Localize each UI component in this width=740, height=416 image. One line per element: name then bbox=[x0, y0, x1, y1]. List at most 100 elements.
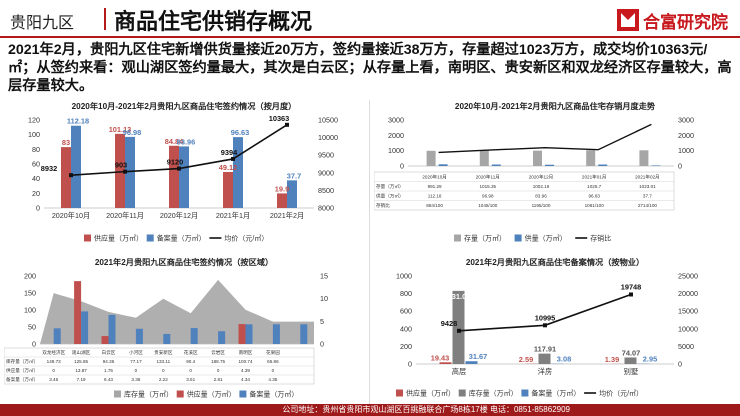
chart-monthly-stock: 2020年10月-2021年2月贵阳九区商品住宅存销月度走势 0 1000 2000 3… bbox=[374, 98, 736, 250]
bar-stock-4 bbox=[639, 150, 649, 166]
label-supply-1: 101.13 bbox=[109, 125, 132, 134]
chart-district: 2021年2月贵阳九区商品住宅签约情况（按区域） 0 50 100 150 200 0 5 10… bbox=[4, 252, 364, 402]
table-cell-0-3: 77.17 bbox=[130, 359, 142, 364]
table-cell-2-2: 1195/100 bbox=[532, 203, 551, 208]
price-label-0: 9428 bbox=[441, 319, 457, 328]
label-record-0: 112.18 bbox=[67, 117, 89, 126]
table-cell-1-0: 0 bbox=[52, 368, 55, 373]
legend-label-2: 存销比 bbox=[590, 234, 611, 243]
label-0-0: 19.43 bbox=[431, 353, 450, 362]
x-tick-2: 2020年12月 bbox=[160, 211, 198, 220]
table-head-3: 小河区 bbox=[129, 349, 143, 356]
table-cell-1-1: 96.98 bbox=[482, 194, 494, 199]
y-left-tick-2: 2000 bbox=[388, 131, 404, 140]
chart-title: 2020年10月-2021年2月贵阳九区商品住宅签约情况（按月度） bbox=[72, 101, 297, 111]
table-cell-2-1: 1045/100 bbox=[478, 203, 498, 208]
legend-swatch-1 bbox=[458, 389, 466, 397]
table-head-4: 2021年02月 bbox=[635, 174, 660, 181]
label-record-3: 96.63 bbox=[231, 128, 250, 137]
table-row-label-0: 存量（万㎡） bbox=[376, 183, 404, 190]
label-2-2: 2.95 bbox=[643, 355, 657, 364]
price-label-2: 19748 bbox=[621, 282, 642, 291]
y-left-tick-0: 0 bbox=[36, 204, 40, 213]
table-row-label-2: 备案量（万㎡） bbox=[6, 376, 38, 383]
bar-record-8 bbox=[272, 324, 280, 344]
price-label-3: 9394 bbox=[221, 148, 238, 157]
y-left-tick-6: 120 bbox=[28, 116, 40, 125]
legend-label-0: 供应量（万㎡） bbox=[94, 234, 143, 243]
bar-record-3 bbox=[135, 328, 143, 344]
y-left-tick-5: 1000 bbox=[396, 272, 412, 281]
footer-address: 公司地址：贵州省贵阳市观山湖区百挑融联合广场8栋17楼 电话：0851-8586… bbox=[282, 405, 570, 414]
y-right-tick-0: 0 bbox=[678, 360, 682, 369]
bar-supply-0 bbox=[61, 147, 71, 208]
price-point-1 bbox=[543, 323, 547, 328]
table-cell-2-3: 3.36 bbox=[131, 377, 140, 382]
table-cell-1-7: 4.39 bbox=[241, 368, 250, 373]
table-cell-2-0: 884/100 bbox=[426, 203, 443, 208]
table-cell-2-7: 4.34 bbox=[241, 377, 250, 382]
legend-label-3: 均价（元/㎡） bbox=[599, 389, 643, 398]
table-cell-1-4: 0 bbox=[162, 368, 165, 373]
legend-label-2: 均价（元/㎡） bbox=[224, 234, 268, 243]
table-cell-1-2: 83.96 bbox=[535, 194, 547, 199]
table-cell-2-0: 3.46 bbox=[49, 377, 58, 382]
y-right-tick-0: 8000 bbox=[318, 204, 334, 213]
table-row-label-2: 存销比 bbox=[376, 202, 390, 209]
y-right-tick-3: 15 bbox=[320, 272, 328, 281]
bar-supply-4 bbox=[277, 193, 287, 208]
bar-stock-2 bbox=[533, 150, 542, 166]
bar-record-2 bbox=[179, 146, 189, 208]
table-cell-1-3: 96.63 bbox=[588, 194, 600, 199]
bar-supply-3 bbox=[598, 164, 608, 166]
chart-title: 2021年2月贵阳九区商品住宅签约情况（按区域） bbox=[95, 257, 273, 267]
y-left-tick-1: 20 bbox=[32, 189, 40, 198]
table-head-5: 花溪区 bbox=[184, 349, 198, 356]
bar-stock-0 bbox=[426, 150, 436, 166]
price-label-1: 903 bbox=[115, 161, 127, 170]
table-cell-0-3: 1025.7 bbox=[587, 184, 601, 189]
label-record-1: 96.98 bbox=[123, 128, 142, 137]
price-point-2 bbox=[629, 292, 633, 297]
label-supply-2: 84.84 bbox=[165, 137, 184, 146]
y-left-tick-3: 150 bbox=[24, 289, 36, 298]
legend-label-1: 供量（万㎡） bbox=[525, 234, 567, 243]
table-cell-0-4: 1023.01 bbox=[639, 184, 656, 189]
label-supply-0: 83 bbox=[62, 138, 70, 147]
bar-record-5 bbox=[190, 328, 198, 344]
table-cell-2-1: 7.19 bbox=[77, 377, 86, 382]
bar-record-4 bbox=[287, 180, 297, 208]
table-cell-1-0: 112.18 bbox=[428, 194, 442, 199]
y-right-tick-2: 9000 bbox=[318, 168, 334, 177]
label-2-0: 31.67 bbox=[469, 352, 488, 361]
y-left-tick-0: 0 bbox=[400, 162, 404, 171]
table-cell-0-6: 188.75 bbox=[211, 359, 225, 364]
bar-stock-3 bbox=[586, 150, 596, 166]
table-cell-1-4: 37.7 bbox=[643, 194, 652, 199]
table-cell-1-8: 0 bbox=[272, 368, 275, 373]
bar-supply-1 bbox=[115, 133, 125, 208]
table-cell-0-5: 90.4 bbox=[186, 359, 195, 364]
x-tick-2: 别墅 bbox=[624, 367, 638, 376]
table-cell-0-2: 94.36 bbox=[103, 359, 115, 364]
table-cell-1-3: 0 bbox=[135, 368, 138, 373]
y-left-tick-3: 600 bbox=[400, 307, 412, 316]
legend-label-1: 备案量（万㎡） bbox=[157, 234, 206, 243]
bar-record-1 bbox=[81, 311, 89, 344]
price-point-4 bbox=[285, 122, 289, 127]
table-head-3: 2021年01月 bbox=[582, 174, 607, 181]
legend-swatch-0 bbox=[396, 389, 403, 397]
y-left-tick-1: 50 bbox=[28, 323, 36, 332]
label-0-1: 2.59 bbox=[519, 355, 533, 364]
x-tick-3: 2021年1月 bbox=[216, 211, 250, 220]
table-head-0: 双龙经济区 bbox=[42, 349, 65, 356]
brand-logo-icon bbox=[617, 9, 639, 31]
bar-supply-7 bbox=[238, 324, 246, 344]
legend-swatch-0 bbox=[114, 390, 121, 398]
table-cell-2-3: 1061/100 bbox=[585, 203, 605, 208]
y-left-tick-2: 40 bbox=[32, 174, 40, 183]
y-left-tick-3: 60 bbox=[32, 160, 40, 169]
x-tick-0: 2020年10月 bbox=[52, 211, 90, 220]
table-cell-1-1: 13.87 bbox=[75, 368, 87, 373]
table-cell-0-0: 149.73 bbox=[47, 359, 61, 364]
